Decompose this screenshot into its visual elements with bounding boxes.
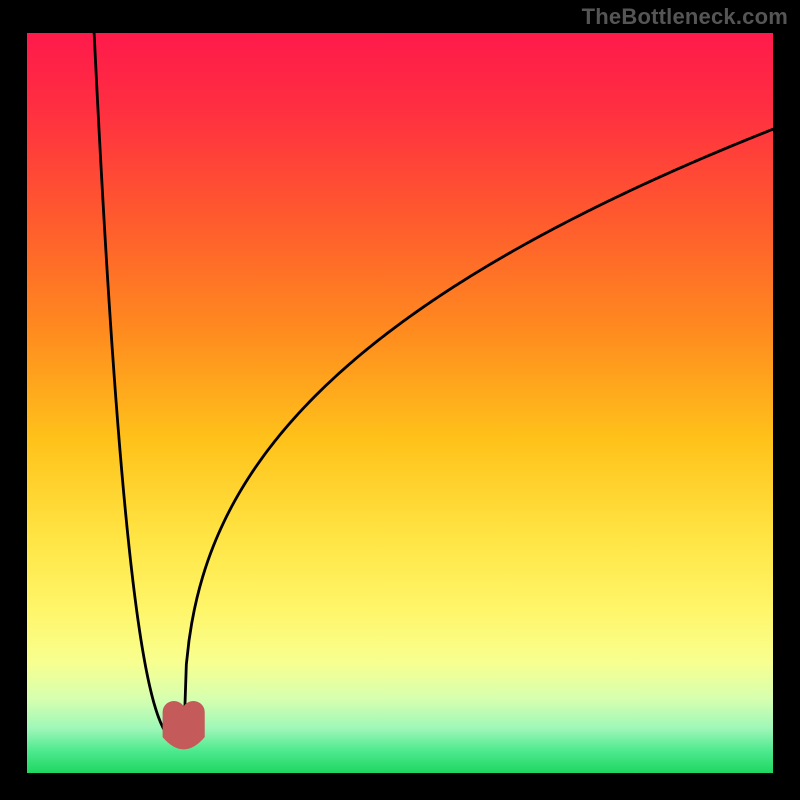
watermark-text: TheBottleneck.com [582,4,788,30]
min-marker [163,701,204,748]
plot-svg [27,33,773,773]
chart-container: TheBottleneck.com [0,0,800,800]
plot-background [27,33,773,773]
